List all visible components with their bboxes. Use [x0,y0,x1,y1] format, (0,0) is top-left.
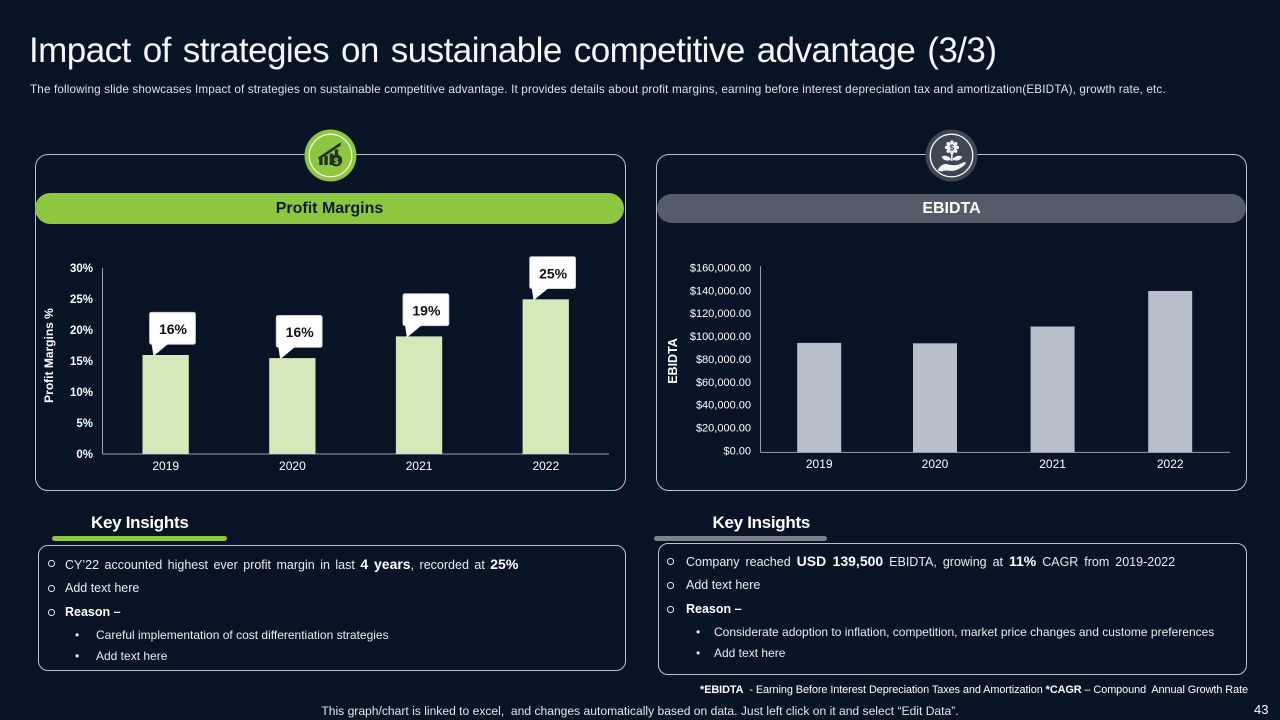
svg-text:2020: 2020 [922,457,949,471]
svg-text:EBIDTA: EBIDTA [666,338,680,384]
svg-text:$100,000.00: $100,000.00 [690,331,751,343]
svg-text:$20,000.00: $20,000.00 [696,423,751,435]
svg-text:0%: 0% [76,449,93,461]
svg-text:2019: 2019 [152,459,179,473]
svg-text:2019: 2019 [806,457,833,471]
svg-text:2022: 2022 [532,459,559,473]
svg-text:$: $ [950,144,955,153]
svg-text:16%: 16% [159,321,188,337]
svg-text:5%: 5% [76,418,93,430]
svg-text:19%: 19% [412,303,441,319]
svg-text:25%: 25% [539,265,568,281]
svg-text:10%: 10% [70,387,93,399]
svg-text:$80,000.00: $80,000.00 [696,354,751,366]
svg-text:$0.00: $0.00 [723,445,751,457]
svg-text:15%: 15% [70,356,93,368]
svg-text:2021: 2021 [1039,457,1066,471]
svg-text:$40,000.00: $40,000.00 [696,400,751,412]
svg-text:20%: 20% [70,325,93,337]
svg-text:30%: 30% [70,263,93,275]
svg-text:2021: 2021 [406,459,433,473]
svg-text:25%: 25% [70,294,93,306]
svg-text:Profit Margins %: Profit Margins % [42,308,56,403]
svg-text:2022: 2022 [1157,457,1184,471]
svg-text:$60,000.00: $60,000.00 [696,377,751,389]
svg-text:$: $ [334,156,339,166]
svg-text:$160,000.00: $160,000.00 [690,263,751,275]
svg-text:16%: 16% [286,324,315,340]
svg-text:$140,000.00: $140,000.00 [690,285,751,297]
svg-text:2020: 2020 [279,459,306,473]
svg-text:$120,000.00: $120,000.00 [690,308,751,320]
